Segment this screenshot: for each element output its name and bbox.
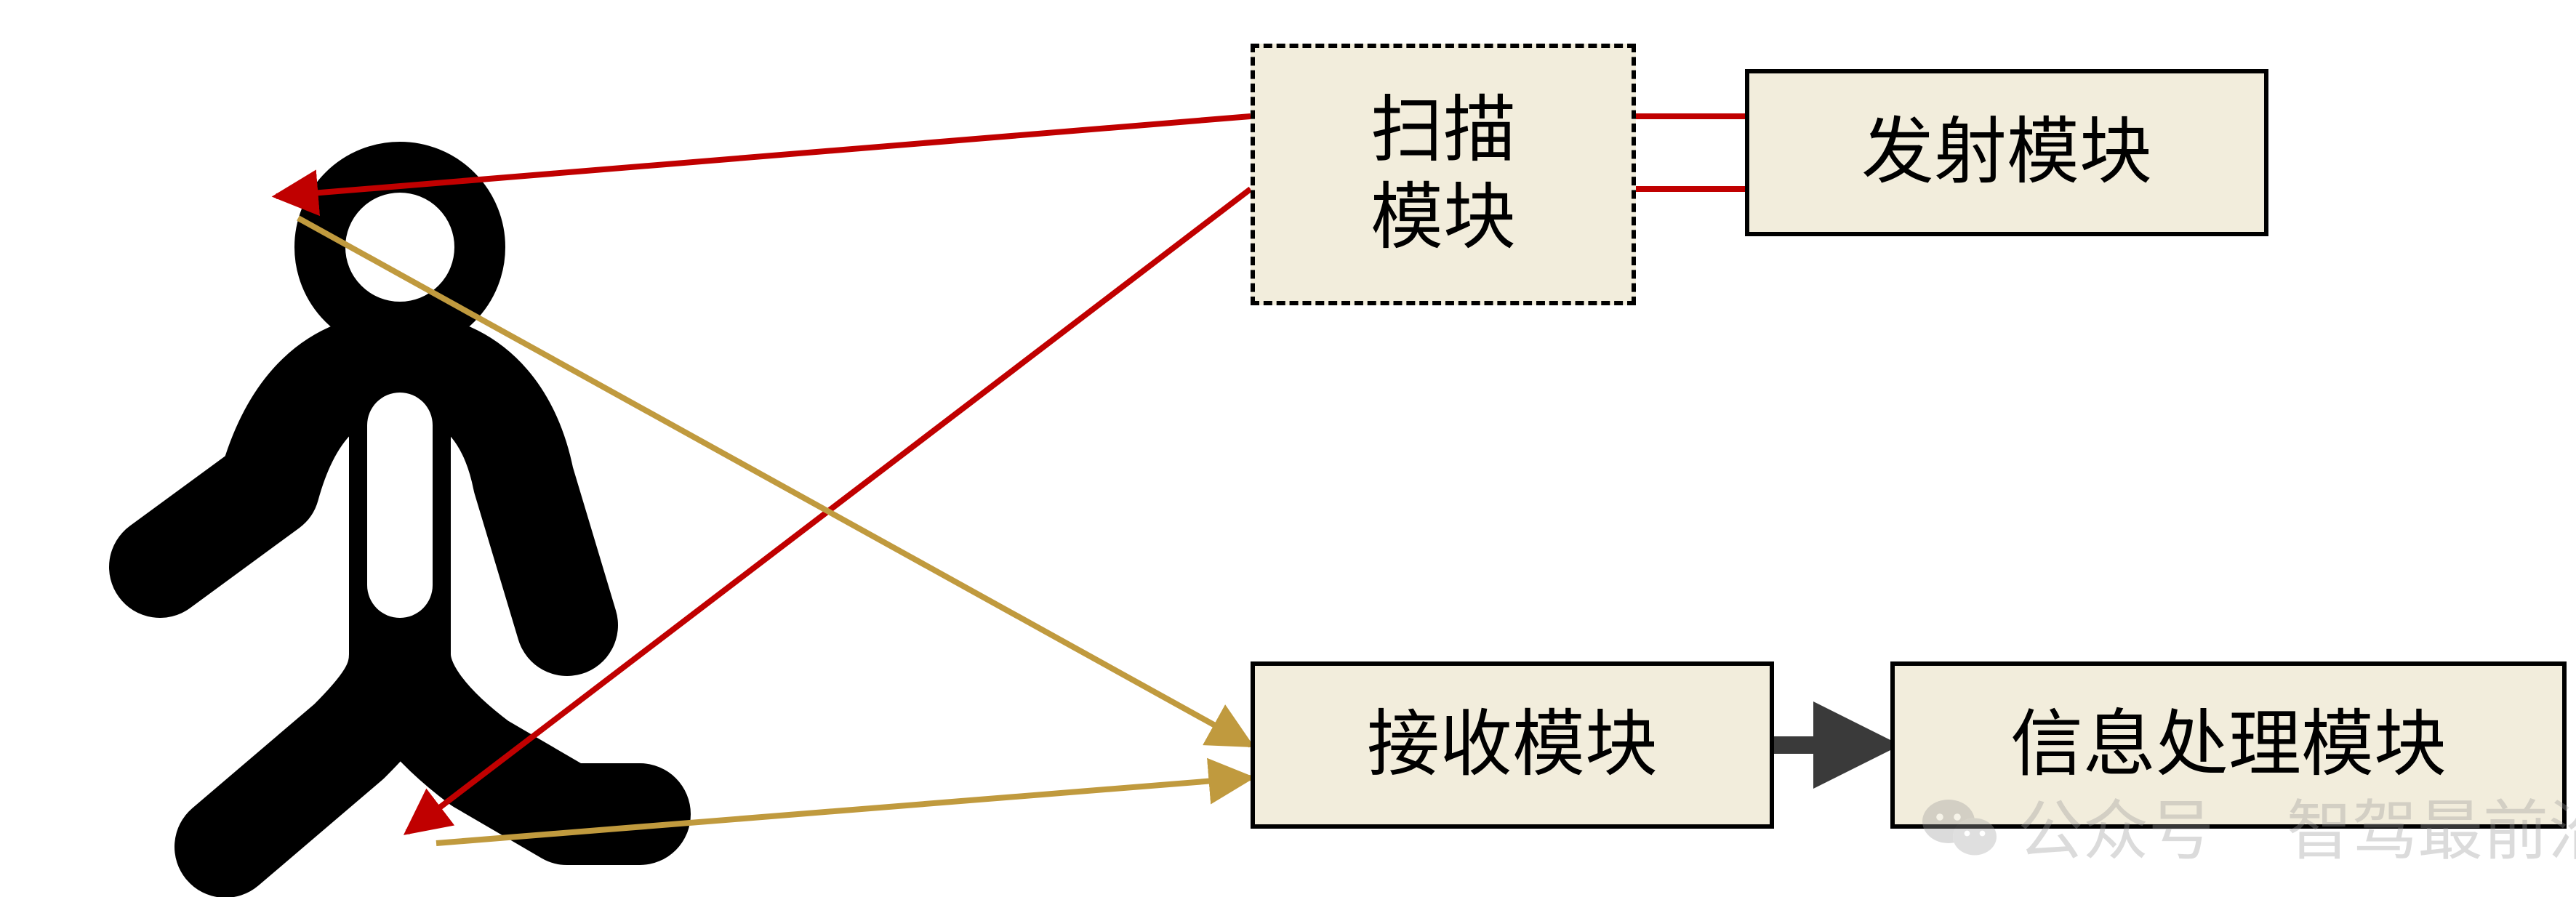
node-receive-label: 接收模块: [1367, 701, 1658, 789]
pedestrian-icon: [160, 167, 640, 847]
node-scan-label: 扫描 模块: [1371, 87, 1516, 262]
node-process-label: 信息处理模块: [2010, 701, 2447, 789]
watermark-text-right: 智驾最前沿: [2287, 795, 2576, 868]
node-emit: 发射模块: [1745, 69, 2268, 236]
edge-scan-to-person-bot: [407, 189, 1251, 832]
watermark-text-left: 公众号: [2018, 795, 2214, 868]
node-emit-label: 发射模块: [1861, 109, 2152, 196]
watermark: 公众号 智驾最前沿: [1919, 778, 2576, 877]
edge-person-top-to-recv: [298, 218, 1251, 745]
wechat-icon: [1919, 795, 1999, 877]
edge-person-bot-to-recv: [436, 778, 1251, 843]
node-scan: 扫描 模块: [1251, 44, 1636, 305]
node-receive: 接收模块: [1251, 661, 1774, 829]
edge-scan-to-person-top: [276, 116, 1251, 196]
